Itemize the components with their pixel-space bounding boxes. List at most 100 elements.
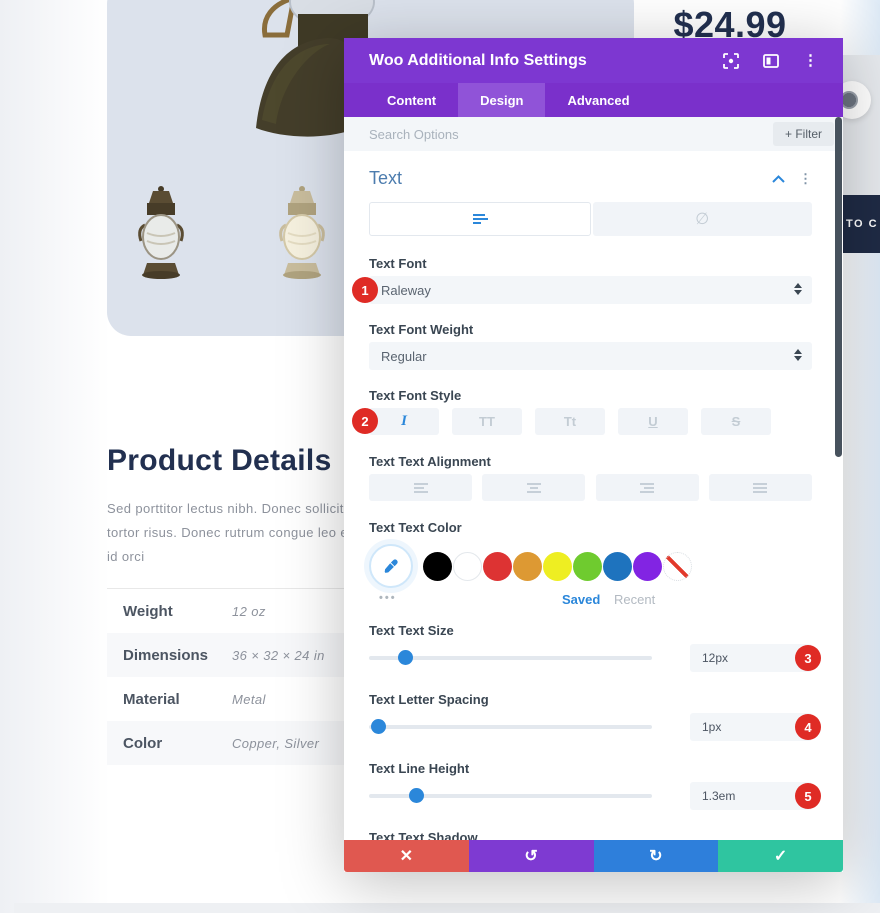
thumbnail-lantern-silver[interactable]: [276, 185, 328, 281]
swatch-black[interactable]: [423, 551, 452, 581]
swatch-red[interactable]: [483, 551, 512, 581]
filter-button[interactable]: + Filter: [772, 122, 834, 146]
swatch-purple[interactable]: [633, 551, 662, 581]
color-swatches: [423, 551, 692, 581]
section-kebab-icon[interactable]: ⋮: [799, 170, 812, 186]
text-alignment-buttons: [369, 474, 812, 501]
swatch-green[interactable]: [573, 551, 602, 581]
align-justify-button[interactable]: [708, 474, 812, 501]
check-icon: ✓: [773, 848, 788, 865]
modal-body: Text ⋮ ∅ Text Font 1 Raleway: [344, 151, 843, 872]
kebab-menu-icon[interactable]: ⋮: [803, 51, 818, 69]
more-options-dots-icon[interactable]: •••: [379, 592, 397, 604]
text-color-picker: [369, 544, 812, 588]
field-label: Text Text Alignment: [369, 454, 491, 469]
thumbnail-lantern-copper[interactable]: [135, 185, 187, 281]
modal-header-icons: ⋮: [723, 51, 818, 69]
step-badge-3: 3: [795, 645, 821, 671]
layout-panel-icon[interactable]: [763, 53, 779, 69]
align-right-button[interactable]: [595, 474, 699, 501]
cancel-button[interactable]: ✕: [344, 840, 469, 872]
slider-track: [369, 656, 652, 660]
spec-label: Dimensions: [123, 646, 209, 664]
modal-footer: ✕ ↺ ↻ ✓: [344, 840, 843, 872]
tab-advanced[interactable]: Advanced: [567, 92, 630, 108]
add-to-cart-button[interactable]: TO C: [843, 195, 880, 253]
hover-mode-tab[interactable]: ∅: [592, 202, 812, 236]
redo-button[interactable]: ↻: [593, 840, 719, 872]
table-row: Material Metal: [107, 677, 344, 721]
recent-colors-link[interactable]: Recent: [614, 592, 656, 607]
line-height-slider[interactable]: [369, 782, 652, 810]
eyedropper-button[interactable]: [369, 544, 413, 588]
description-line: id orci: [107, 549, 145, 564]
saved-colors-link[interactable]: Saved: [562, 592, 601, 607]
lantern-base-highlight: [262, 44, 330, 124]
align-left-button[interactable]: [369, 474, 472, 501]
uppercase-button[interactable]: TT: [452, 408, 522, 435]
line-height-value: 1.3em: [702, 789, 736, 803]
tab-design[interactable]: Design: [458, 83, 546, 117]
product-description: Sed porttitor lectus nibh. Donec sollici…: [107, 497, 344, 569]
italic-button[interactable]: I: [369, 408, 439, 435]
align-center-icon: [526, 482, 541, 493]
search-options-input[interactable]: [369, 126, 773, 142]
swatch-white[interactable]: [453, 551, 482, 581]
spec-value: Copper, Silver: [232, 735, 320, 751]
letter-spacing-slider[interactable]: [369, 713, 652, 741]
strikethrough-button[interactable]: S: [701, 408, 771, 435]
spec-label: Color: [123, 734, 163, 752]
product-details-heading: Product Details: [107, 444, 332, 477]
text-size-slider[interactable]: [369, 644, 652, 672]
line-height-control: 1.3em 5: [369, 782, 821, 810]
swatch-blue[interactable]: [603, 551, 632, 581]
slider-handle[interactable]: [409, 788, 424, 803]
slider-handle[interactable]: [371, 719, 386, 734]
summary-panel-fragment: [843, 55, 880, 195]
tab-content[interactable]: Content: [387, 92, 437, 108]
align-left-icon: [413, 482, 428, 493]
underline-button[interactable]: U: [618, 408, 688, 435]
line-height-input[interactable]: 1.3em 5: [690, 782, 821, 810]
text-size-input[interactable]: 12px 3: [690, 644, 821, 672]
letter-spacing-input[interactable]: 1px 4: [690, 713, 821, 741]
spec-value: 36 × 32 × 24 in: [232, 647, 325, 663]
table-row: Weight 12 oz: [107, 589, 344, 633]
save-button[interactable]: ✓: [718, 840, 843, 872]
text-font-weight-select[interactable]: Regular: [369, 342, 812, 370]
field-label: Text Text Size: [369, 623, 454, 638]
swatch-orange[interactable]: [513, 551, 542, 581]
default-mode-tab[interactable]: [369, 202, 591, 236]
undo-button[interactable]: ↺: [468, 840, 594, 872]
lantern-base: [256, 38, 357, 137]
align-justify-icon: [753, 482, 768, 493]
spec-value: Metal: [232, 691, 266, 707]
swatch-transparent[interactable]: [663, 551, 692, 581]
woo-additional-info-settings-modal: Woo Additional Info Settings ⋮ Content D…: [344, 38, 843, 872]
spec-value: 12 oz: [232, 603, 266, 619]
slider-handle[interactable]: [398, 650, 413, 665]
swatch-yellow[interactable]: [543, 551, 572, 581]
text-size-control: 12px 3: [369, 644, 821, 672]
select-arrows-icon: [794, 349, 802, 361]
footer-section-edge: [14, 903, 880, 913]
collapse-chevron-icon[interactable]: [772, 174, 785, 183]
search-bar: + Filter: [344, 117, 843, 151]
capitalize-button[interactable]: Tt: [535, 408, 605, 435]
step-badge-1: 1: [352, 277, 378, 303]
modal-header: Woo Additional Info Settings ⋮: [344, 38, 843, 83]
text-font-select[interactable]: 1 Raleway: [352, 276, 812, 304]
underline-glyph: U: [648, 414, 658, 429]
modal-scrollbar[interactable]: [835, 117, 842, 457]
field-label: Text Text Color: [369, 520, 462, 535]
spec-label: Weight: [123, 602, 173, 620]
description-line: Sed porttitor lectus nibh. Donec sollici…: [107, 501, 344, 516]
text-section-header: Text ⋮: [369, 168, 812, 189]
field-label: Text Font Style: [369, 388, 462, 403]
align-center-button[interactable]: [482, 474, 586, 501]
main-product-image: [256, 0, 375, 137]
text-font-weight-value: Regular: [381, 348, 427, 364]
letter-spacing-control: 1px 4: [369, 713, 821, 741]
preview-zoom-icon[interactable]: [723, 52, 739, 69]
